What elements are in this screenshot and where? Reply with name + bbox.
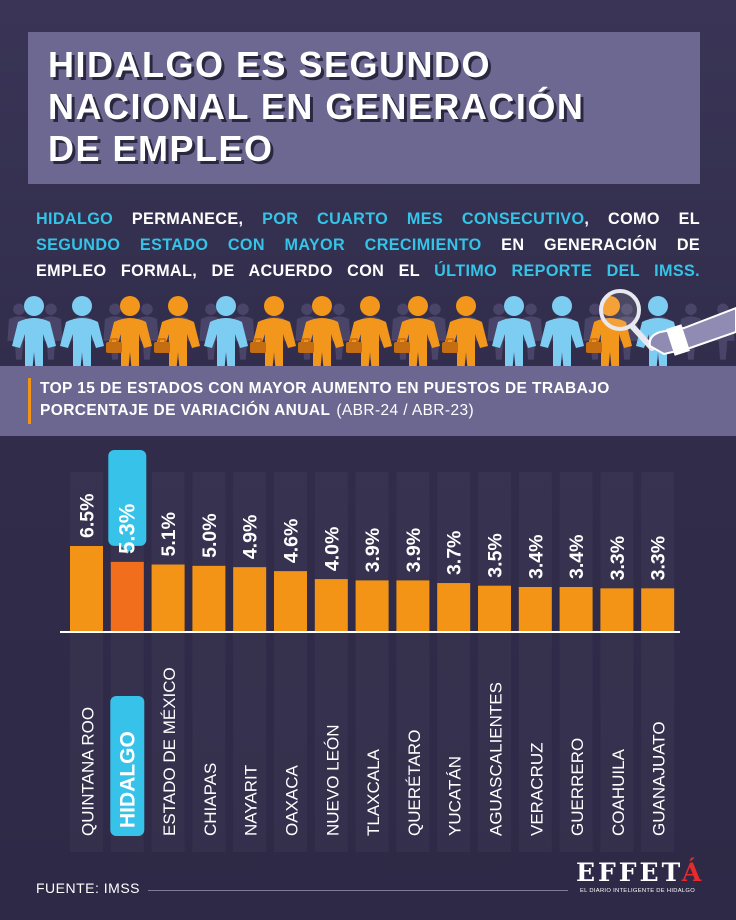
hand-icon <box>648 306 736 356</box>
bar-chart: 6.5% 5.3% 5.1% 5.0% 4.9% 4.6% 4.0% 3.9% 3.9% 3.7%… <box>60 450 680 836</box>
subtitle-accent-bar <box>28 378 31 424</box>
source-label: FUENTE: IMSS <box>36 880 141 896</box>
bar-highlight <box>110 561 144 632</box>
intro-highlight: SEGUNDO ESTADO CON MAYOR CRECIMIENTO <box>36 236 482 254</box>
bar <box>233 567 267 632</box>
source-divider <box>148 890 568 891</box>
value-label: 3.3% <box>607 536 629 580</box>
value-label: 3.7% <box>444 531 466 575</box>
category-label: OAXACA <box>283 764 302 836</box>
value-label: 3.9% <box>362 528 384 572</box>
intro-line-3: EMPLEO FORMAL, DE ACUERDO CON EL ÚLTIMO … <box>36 258 700 284</box>
person-icon <box>60 296 104 368</box>
bar <box>70 546 103 632</box>
bar <box>314 579 348 632</box>
value-label: 3.4% <box>566 535 588 579</box>
value-label: 4.9% <box>240 515 262 559</box>
intro-line-2: SEGUNDO ESTADO CON MAYOR CRECIMIENTO EN … <box>36 232 700 258</box>
chart-subtitle: TOP 15 DE ESTADOS CON MAYOR AUMENTO EN P… <box>40 380 610 397</box>
chart-subtitle-measure: PORCENTAJE DE VARIACIÓN ANUAL <box>40 402 331 419</box>
title-line-3: DE EMPLEO <box>48 128 274 169</box>
chart-subtitle-2: PORCENTAJE DE VARIACIÓN ANUAL (ABR-24 / A… <box>40 402 474 420</box>
person-icon <box>204 296 248 368</box>
logo-main: EFFET <box>576 858 682 887</box>
intro-highlight: HIDALGO <box>36 210 114 228</box>
category-label: TLAXCALA <box>364 748 383 836</box>
category-label: YUCATÁN <box>446 756 465 836</box>
bar <box>274 571 307 632</box>
category-label: GUERRERO <box>568 738 587 836</box>
worker-with-briefcase-icon <box>394 296 440 368</box>
worker-with-briefcase-icon <box>154 296 200 368</box>
category-label: VERACRUZ <box>527 742 546 836</box>
intro-highlight: POR CUARTO MES CONSECUTIVO <box>262 210 585 228</box>
value-label: 5.0% <box>199 513 221 557</box>
subtitle-box <box>0 366 736 436</box>
category-highlight-box <box>110 696 145 836</box>
category-label: ESTADO DE MÉXICO <box>160 667 179 836</box>
bar <box>355 580 389 632</box>
category-label: AGUASCALIENTES <box>487 682 506 836</box>
bar <box>600 588 634 632</box>
person-icon <box>540 296 584 368</box>
bar <box>396 580 430 632</box>
bar <box>151 564 185 632</box>
category-label: CHIAPAS <box>201 763 220 836</box>
bar <box>192 565 226 632</box>
intro-line-1: HIDALGO PERMANECE, POR CUARTO MES CONSEC… <box>36 206 700 232</box>
value-label: 6.5% <box>77 494 99 538</box>
worker-with-briefcase-icon <box>442 296 488 368</box>
intro-highlight: ÚLTIMO REPORTE DEL IMSS. <box>434 262 700 280</box>
category-label: NAYARIT <box>242 765 261 836</box>
bar <box>478 585 511 632</box>
title-line-2: NACIONAL EN GENERACIÓN <box>48 86 585 127</box>
title-box: HIDALGO ES SEGUNDO NACIONAL EN GENERACIÓ… <box>28 32 700 184</box>
bar <box>559 587 593 632</box>
bar <box>641 588 675 632</box>
brand-logo: EFFETÁ <box>576 858 704 887</box>
brand-tagline: EL DIARIO INTELIGENTE DE HIDALGO <box>580 888 696 894</box>
callout-pointer <box>120 544 135 554</box>
value-label: 3.9% <box>403 528 425 572</box>
title-line-1: HIDALGO ES SEGUNDO <box>48 44 492 85</box>
value-highlight-box <box>108 450 147 546</box>
category-label: QUINTANA ROO <box>79 707 98 836</box>
worker-with-briefcase-icon <box>250 296 296 368</box>
chart-period: (ABR-24 / ABR-23) <box>336 402 475 419</box>
bar <box>518 587 552 632</box>
category-label: COAHUILA <box>609 748 628 836</box>
value-label: 3.4% <box>525 535 547 579</box>
intro-text: EMPLEO FORMAL, DE ACUERDO CON EL <box>36 262 435 280</box>
value-label: 3.3% <box>648 536 670 580</box>
intro-paragraph: HIDALGO PERMANECE, POR CUARTO MES CONSEC… <box>36 206 700 284</box>
worker-with-briefcase-icon <box>298 296 344 368</box>
intro-text: PERMANECE, <box>113 210 263 228</box>
people-illustration <box>7 289 736 368</box>
value-label: 5.3% <box>114 504 139 554</box>
category-label: GUANAJUATO <box>650 721 669 836</box>
value-label: 3.5% <box>485 533 507 577</box>
intro-text: , COMO EL <box>584 210 700 228</box>
bar <box>437 583 471 632</box>
logo-accent: Á <box>681 858 705 887</box>
category-label: NUEVO LEÓN <box>323 725 342 836</box>
value-label: 4.6% <box>281 519 303 563</box>
worker-with-briefcase-icon <box>346 296 392 368</box>
value-label: 4.0% <box>321 527 343 571</box>
magnifying-glass-icon <box>599 289 655 351</box>
person-icon <box>492 296 536 368</box>
category-label: HIDALGO <box>116 731 139 828</box>
value-label: 5.1% <box>158 512 180 556</box>
person-icon <box>12 296 56 368</box>
worker-with-briefcase-icon <box>106 296 152 368</box>
category-label: QUERÉTARO <box>405 730 424 836</box>
intro-text: EN GENERACIÓN DE <box>481 236 701 254</box>
